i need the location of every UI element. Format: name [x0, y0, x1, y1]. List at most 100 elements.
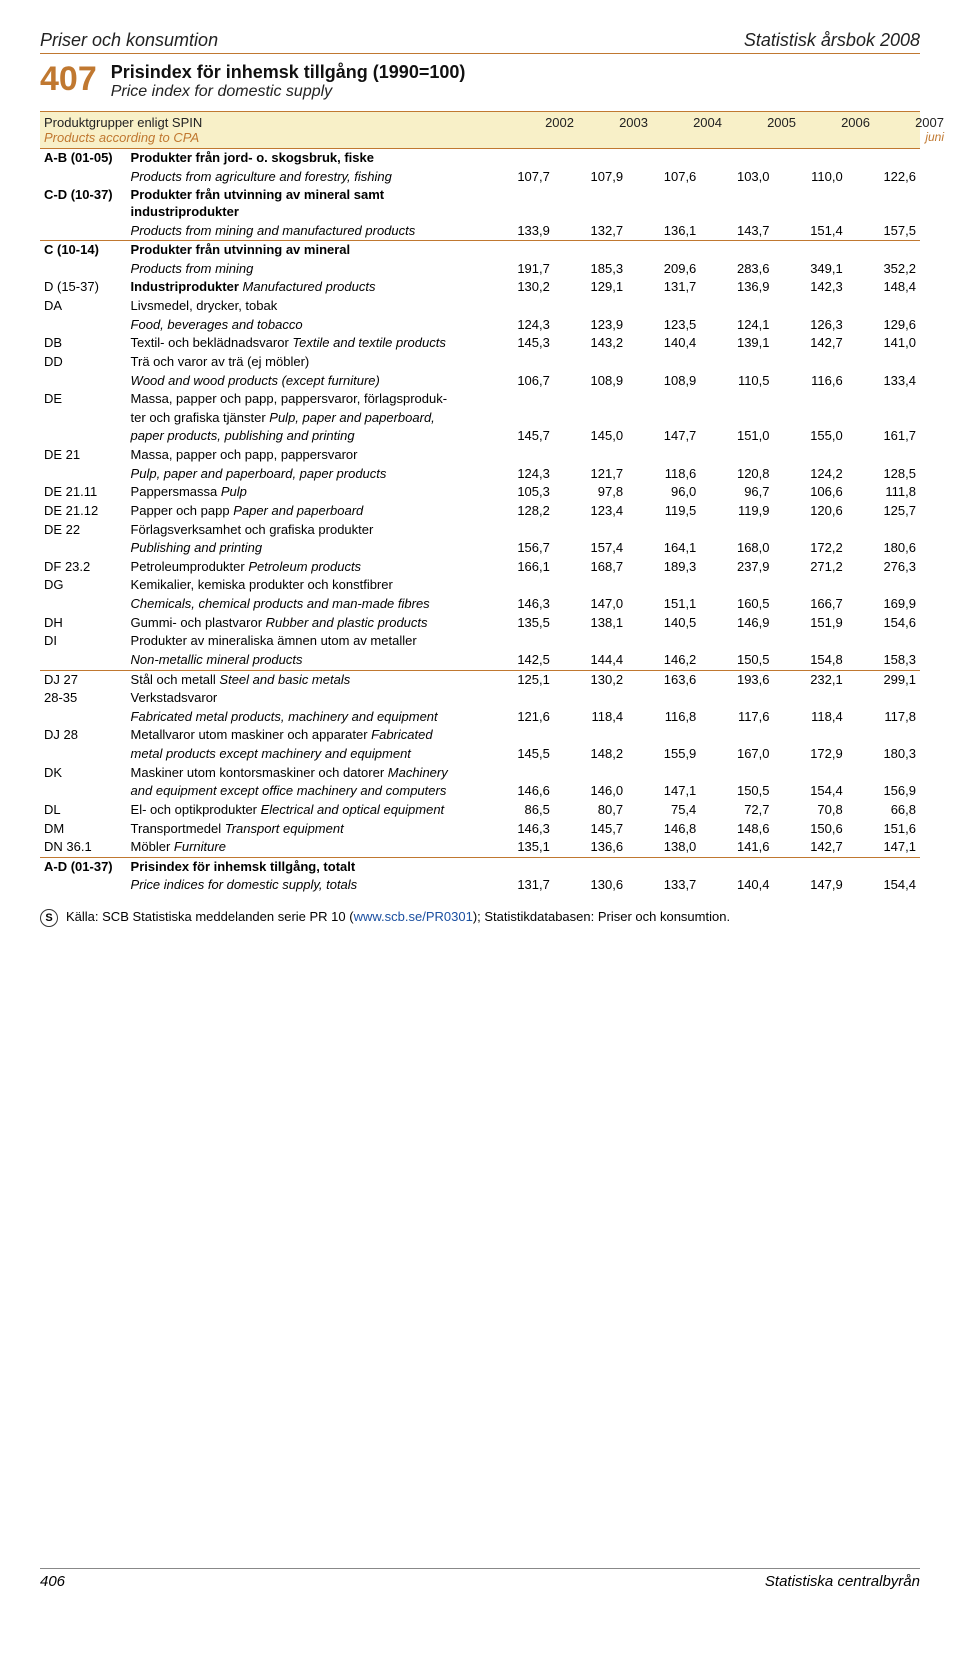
row-label: Products from agriculture and forestry, … — [127, 168, 481, 187]
row-label: Papper och papp Paper and paperboard — [127, 502, 481, 521]
cell-value — [554, 241, 627, 260]
cell-value: 189,3 — [627, 558, 700, 577]
cell-value: 145,5 — [481, 745, 554, 764]
cell-value: 172,9 — [774, 745, 847, 764]
cell-value: 110,5 — [700, 372, 773, 391]
cell-value: 168,0 — [700, 539, 773, 558]
cell-value: 86,5 — [481, 801, 554, 820]
cell-value — [700, 297, 773, 316]
cell-value: 150,6 — [774, 820, 847, 839]
cell-value — [627, 390, 700, 409]
cell-value — [627, 857, 700, 876]
cell-value: 146,6 — [481, 782, 554, 801]
cell-value — [700, 689, 773, 708]
cell-value — [774, 149, 847, 168]
cell-value: 151,6 — [847, 820, 920, 839]
cell-value: 144,4 — [554, 651, 627, 670]
cell-value: 138,1 — [554, 614, 627, 633]
col-year-3: 2005 — [726, 115, 800, 145]
cell-value — [847, 297, 920, 316]
cell-value: 107,7 — [481, 168, 554, 187]
row-code: DM — [40, 820, 127, 839]
source-link[interactable]: www.scb.se/PR0301 — [354, 909, 473, 924]
cell-value — [554, 353, 627, 372]
cell-value — [847, 726, 920, 745]
cell-value: 108,9 — [627, 372, 700, 391]
cell-value: 123,5 — [627, 316, 700, 335]
col-year-2: 2004 — [652, 115, 726, 145]
cell-value — [847, 689, 920, 708]
cell-value: 136,1 — [627, 222, 700, 241]
cell-value — [700, 149, 773, 168]
row-label: Produkter från utvinning av mineral samt… — [127, 186, 481, 221]
row-code: DE — [40, 390, 127, 409]
row-code — [40, 409, 127, 428]
cell-value — [700, 576, 773, 595]
cell-value: 132,7 — [554, 222, 627, 241]
row-code: D (15-37) — [40, 278, 127, 297]
cell-value: 124,3 — [481, 316, 554, 335]
cell-value — [481, 446, 554, 465]
cell-value: 131,7 — [481, 876, 554, 895]
footer-page: 406 — [40, 1573, 65, 1590]
cell-value: 119,9 — [700, 502, 773, 521]
cell-value: 237,9 — [700, 558, 773, 577]
cell-value: 145,3 — [481, 334, 554, 353]
cell-value — [481, 149, 554, 168]
cell-value: 141,6 — [700, 838, 773, 857]
cell-value: 276,3 — [847, 558, 920, 577]
cell-value — [554, 409, 627, 428]
cell-value — [554, 297, 627, 316]
cell-value: 70,8 — [774, 801, 847, 820]
cell-value — [481, 689, 554, 708]
cell-value — [700, 764, 773, 783]
cell-value — [481, 726, 554, 745]
row-label: Produkter av mineraliska ämnen utom av m… — [127, 632, 481, 651]
cell-value — [627, 689, 700, 708]
cell-value: 96,7 — [700, 483, 773, 502]
cell-value: 145,0 — [554, 427, 627, 446]
source-icon: S — [40, 909, 58, 927]
cell-value: 129,6 — [847, 316, 920, 335]
cell-value: 116,6 — [774, 372, 847, 391]
cell-value: 143,2 — [554, 334, 627, 353]
cell-value: 146,3 — [481, 595, 554, 614]
row-code — [40, 539, 127, 558]
cell-value — [847, 353, 920, 372]
row-code: DJ 27 — [40, 670, 127, 689]
row-label: Textil- och beklädnadsvaror Textile and … — [127, 334, 481, 353]
cell-value: 146,3 — [481, 820, 554, 839]
cell-value: 283,6 — [700, 260, 773, 279]
col-year-5: 2007 juni — [874, 115, 948, 145]
cell-value: 154,8 — [774, 651, 847, 670]
cell-value — [700, 353, 773, 372]
cell-value — [847, 409, 920, 428]
cell-value: 180,3 — [847, 745, 920, 764]
cell-value — [627, 149, 700, 168]
cell-value: 128,2 — [481, 502, 554, 521]
row-code: C-D (10-37) — [40, 186, 127, 221]
cell-value: 121,7 — [554, 465, 627, 484]
col-left-top: Produktgrupper enligt SPIN — [44, 115, 202, 130]
cell-value: 150,5 — [700, 651, 773, 670]
cell-value — [700, 186, 773, 221]
row-label: Chemicals, chemical products and man-mad… — [127, 595, 481, 614]
row-label: Publishing and printing — [127, 539, 481, 558]
cell-value: 108,9 — [554, 372, 627, 391]
row-label: Produkter från jord- o. skogsbruk, fiske — [127, 149, 481, 168]
cell-value: 107,9 — [554, 168, 627, 187]
row-label: Kemikalier, kemiska produkter och konstf… — [127, 576, 481, 595]
row-code: A-B (01-05) — [40, 149, 127, 168]
row-label: El- och optikprodukter Electrical and op… — [127, 801, 481, 820]
cell-value: 120,6 — [774, 502, 847, 521]
cell-value: 125,1 — [481, 670, 554, 689]
cell-value: 121,6 — [481, 708, 554, 727]
cell-value: 157,4 — [554, 539, 627, 558]
cell-value: 118,4 — [554, 708, 627, 727]
row-code: DG — [40, 576, 127, 595]
cell-value — [700, 241, 773, 260]
cell-value: 72,7 — [700, 801, 773, 820]
cell-value: 166,7 — [774, 595, 847, 614]
row-code — [40, 372, 127, 391]
cell-value: 80,7 — [554, 801, 627, 820]
